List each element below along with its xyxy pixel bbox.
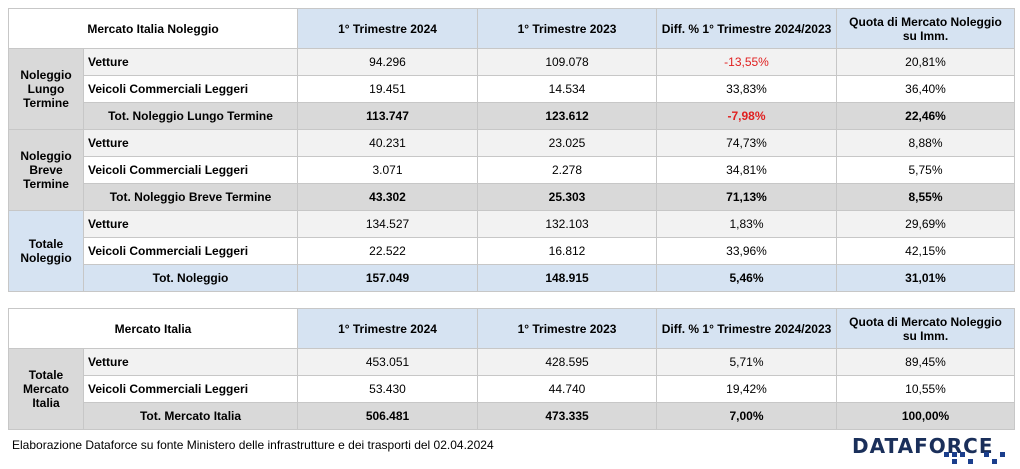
- table-title: Mercato Italia Noleggio: [7, 8, 299, 49]
- total-quota: 100,00%: [836, 402, 1016, 430]
- table-row: Noleggio Lungo Termine Vetture 94.296 10…: [8, 48, 1016, 130]
- total-label: Tot. Noleggio Lungo Termine: [82, 102, 299, 130]
- total-q2024: 157.049: [297, 264, 479, 292]
- total-row: Tot. Noleggio Breve Termine 43.302 25.30…: [9, 183, 1016, 211]
- table-row: Veicoli Commerciali Leggeri 22.522 16.81…: [9, 237, 1016, 265]
- group-label: Noleggio Breve Termine: [8, 129, 84, 211]
- row-label: Vetture: [82, 348, 299, 376]
- table-row: Noleggio Breve Termine Vetture 40.231 23…: [8, 129, 1016, 211]
- value-quota: 5,75%: [836, 156, 1016, 184]
- column-header-quota: Quota di Mercato Noleggio su Imm.: [836, 308, 1016, 349]
- total-q2023: 473.335: [477, 402, 658, 430]
- value-quota: 36,40%: [836, 75, 1016, 103]
- value-q2023: 2.278: [477, 156, 658, 184]
- row-label: Vetture: [82, 210, 299, 238]
- total-quota: 31,01%: [836, 264, 1016, 292]
- total-row: Tot. Mercato Italia 506.481 473.335 7,00…: [9, 402, 1016, 430]
- value-q2024: 453.051: [297, 348, 479, 376]
- value-q2024: 94.296: [297, 48, 479, 76]
- dataforce-logo: DATAFORCE: [852, 434, 1012, 464]
- value-q2023: 132.103: [477, 210, 658, 238]
- value-quota: 29,69%: [836, 210, 1016, 238]
- rental-market-table: Mercato Italia Noleggio 1° Trimestre 202…: [7, 8, 1016, 292]
- value-quota: 8,88%: [836, 129, 1016, 157]
- row-label: Veicoli Commerciali Leggeri: [82, 375, 299, 403]
- total-q2023: 123.612: [477, 102, 658, 130]
- total-row: Tot. Noleggio Lungo Termine 113.747 123.…: [9, 102, 1016, 130]
- column-header-q2024: 1° Trimestre 2024: [297, 8, 479, 49]
- table-row: Veicoli Commerciali Leggeri 19.451 14.53…: [9, 75, 1016, 103]
- group-label: Totale Noleggio: [8, 210, 84, 292]
- total-diff: 7,00%: [656, 402, 838, 430]
- value-q2024: 19.451: [297, 75, 479, 103]
- value-q2024: 53.430: [297, 375, 479, 403]
- row-label: Veicoli Commerciali Leggeri: [82, 156, 299, 184]
- table-row: Totale Noleggio Vetture 134.527 132.103 …: [8, 210, 1016, 292]
- value-diff: 74,73%: [656, 129, 838, 157]
- value-diff: 33,83%: [656, 75, 838, 103]
- total-q2023: 25.303: [477, 183, 658, 211]
- column-header-diff: Diff. % 1° Trimestre 2024/2023: [656, 8, 838, 49]
- value-quota: 20,81%: [836, 48, 1016, 76]
- total-diff: 5,46%: [656, 264, 838, 292]
- row-label: Vetture: [82, 48, 299, 76]
- logo-wordmark: DATAFORCE: [852, 434, 994, 458]
- total-q2024: 113.747: [297, 102, 479, 130]
- total-label: Tot. Noleggio Breve Termine: [82, 183, 299, 211]
- column-header-quota: Quota di Mercato Noleggio su Imm.: [836, 8, 1016, 49]
- total-q2023: 148.915: [477, 264, 658, 292]
- value-diff: 34,81%: [656, 156, 838, 184]
- total-row: Tot. Noleggio 157.049 148.915 5,46% 31,0…: [9, 264, 1016, 292]
- total-diff: 71,13%: [656, 183, 838, 211]
- value-q2023: 428.595: [477, 348, 658, 376]
- total-diff: -7,98%: [656, 102, 838, 130]
- value-q2024: 3.071: [297, 156, 479, 184]
- column-header-q2023: 1° Trimestre 2023: [477, 308, 658, 349]
- value-diff: 33,96%: [656, 237, 838, 265]
- value-q2023: 14.534: [477, 75, 658, 103]
- value-diff: -13,55%: [656, 48, 838, 76]
- value-diff: 5,71%: [656, 348, 838, 376]
- source-footnote: Elaborazione Dataforce su fonte Minister…: [12, 438, 494, 452]
- value-quota: 10,55%: [836, 375, 1016, 403]
- value-q2023: 16.812: [477, 237, 658, 265]
- value-q2023: 23.025: [477, 129, 658, 157]
- group-label: Totale Mercato Italia: [8, 348, 84, 430]
- row-label: Veicoli Commerciali Leggeri: [82, 75, 299, 103]
- table-title: Mercato Italia: [7, 308, 299, 349]
- column-header-q2024: 1° Trimestre 2024: [297, 308, 479, 349]
- value-quota: 42,15%: [836, 237, 1016, 265]
- row-label: Veicoli Commerciali Leggeri: [82, 237, 299, 265]
- column-header-diff: Diff. % 1° Trimestre 2024/2023: [656, 308, 838, 349]
- value-diff: 19,42%: [656, 375, 838, 403]
- value-q2023: 44.740: [477, 375, 658, 403]
- total-label: Tot. Noleggio: [82, 264, 299, 292]
- value-q2024: 22.522: [297, 237, 479, 265]
- total-quota: 8,55%: [836, 183, 1016, 211]
- value-quota: 89,45%: [836, 348, 1016, 376]
- value-q2024: 134.527: [297, 210, 479, 238]
- italy-market-table: Mercato Italia 1° Trimestre 2024 1° Trim…: [7, 308, 1016, 430]
- total-q2024: 506.481: [297, 402, 479, 430]
- row-label: Vetture: [82, 129, 299, 157]
- total-q2024: 43.302: [297, 183, 479, 211]
- table-row: Veicoli Commerciali Leggeri 3.071 2.278 …: [9, 156, 1016, 184]
- total-label: Tot. Mercato Italia: [82, 402, 299, 430]
- table-row: Veicoli Commerciali Leggeri 53.430 44.74…: [9, 375, 1016, 403]
- value-q2024: 40.231: [297, 129, 479, 157]
- value-q2023: 109.078: [477, 48, 658, 76]
- total-quota: 22,46%: [836, 102, 1016, 130]
- group-label: Noleggio Lungo Termine: [8, 48, 84, 130]
- value-diff: 1,83%: [656, 210, 838, 238]
- column-header-q2023: 1° Trimestre 2023: [477, 8, 658, 49]
- table-row: Totale Mercato Italia Vetture 453.051 42…: [8, 348, 1016, 430]
